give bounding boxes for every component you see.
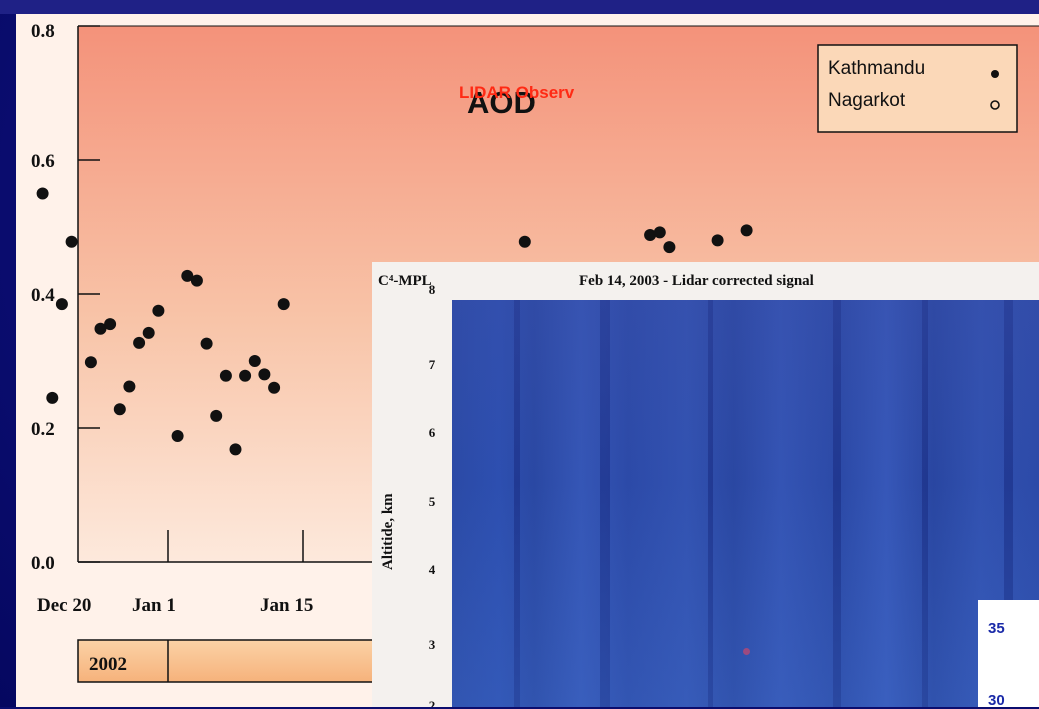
slide-top-bar <box>0 0 1039 14</box>
aod-point-kathmandu <box>277 298 290 311</box>
aod-point-kathmandu <box>219 369 232 382</box>
aod-legend: Kathmandu Nagarkot <box>817 44 1018 133</box>
aod-x-label-jan1: Jan 1 <box>132 595 176 616</box>
aod-point-kathmandu <box>142 326 155 339</box>
aod-point-kathmandu <box>84 356 97 369</box>
inset-value-35: 35 <box>988 620 1005 637</box>
aod-y-label-0: 0.0 <box>31 553 55 574</box>
aod-point-kathmandu <box>248 355 261 367</box>
lidar-instrument-label: C⁴-MPL <box>378 273 432 289</box>
aod-data-points <box>36 187 753 456</box>
aod-point-kathmandu <box>663 241 676 254</box>
aod-point-kathmandu <box>258 368 271 381</box>
aod-point-kathmandu <box>65 235 78 248</box>
aod-x-ticks <box>167 530 304 562</box>
aod-point-kathmandu <box>104 318 117 331</box>
aod-y-label-3: 0.6 <box>31 151 55 172</box>
lidar-inset-box: 35 30 <box>978 600 1039 709</box>
aod-point-kathmandu <box>200 337 213 350</box>
legend-label-kathmandu: Kathmandu <box>828 58 925 79</box>
lidar-y-tick-2: 2 <box>428 698 436 707</box>
lidar-panel: C⁴-MPL Feb 14, 2003 - Lidar corrected si… <box>372 262 1039 707</box>
lidar-y-tick-7: 7 <box>428 357 436 372</box>
lidar-streak <box>708 300 713 707</box>
lidar-hotspot <box>743 648 750 655</box>
aod-point-kathmandu <box>113 403 126 416</box>
lidar-streak <box>600 300 610 707</box>
aod-point-kathmandu <box>190 274 203 287</box>
lidar-streak <box>922 300 928 707</box>
aod-point-kathmandu <box>46 391 59 404</box>
aod-point-kathmandu <box>518 235 531 248</box>
aod-point-kathmandu <box>653 226 666 239</box>
lidar-streak <box>833 300 841 707</box>
lidar-header: C⁴-MPL Feb 14, 2003 - Lidar corrected si… <box>372 262 1039 298</box>
aod-y-label-1: 0.2 <box>31 419 55 440</box>
aod-year-label: 2002 <box>89 654 127 675</box>
legend-label-nagarkot: Nagarkot <box>828 90 906 111</box>
aod-y-tick-labels: 0.0 0.2 0.4 0.6 0.8 <box>31 21 55 574</box>
inset-value-30: 30 <box>988 692 1005 709</box>
aod-point-kathmandu <box>55 298 68 311</box>
lidar-y-axis-label: Altitide, km <box>380 493 396 570</box>
aod-point-kathmandu <box>181 269 194 282</box>
lidar-streak <box>514 300 520 707</box>
legend-marker-nagarkot <box>990 100 1000 110</box>
aod-legend-box <box>817 44 1018 133</box>
aod-x-tick-labels: Dec 20 Jan 1 Jan 15 <box>37 595 313 616</box>
aod-point-kathmandu <box>644 229 657 241</box>
aod-year-bar <box>77 639 379 683</box>
aod-point-kathmandu <box>239 369 252 382</box>
lidar-signal-heatmap <box>452 300 1039 707</box>
aod-point-kathmandu <box>229 443 242 456</box>
aod-point-kathmandu <box>740 224 753 237</box>
aod-title: AOD <box>467 85 536 120</box>
aod-point-kathmandu <box>268 381 281 394</box>
aod-point-kathmandu <box>36 187 49 200</box>
aod-point-kathmandu <box>152 304 165 317</box>
lidar-y-tick-4: 4 <box>428 562 436 577</box>
lidar-y-tick-6: 6 <box>428 425 436 440</box>
aod-y-label-2: 0.4 <box>31 285 55 306</box>
aod-x-label-dec20: Dec 20 <box>37 595 91 616</box>
legend-marker-kathmandu <box>991 70 999 78</box>
lidar-observation-label: LIDAR Observ <box>459 83 575 102</box>
aod-y-ticks <box>78 25 100 563</box>
aod-point-kathmandu <box>210 409 223 422</box>
lidar-title: Feb 14, 2003 - Lidar corrected signal <box>579 273 814 289</box>
aod-point-kathmandu <box>123 380 136 393</box>
aod-point-kathmandu <box>711 234 724 247</box>
aod-point-kathmandu <box>133 336 146 349</box>
lidar-y-tick-8: 8 <box>428 282 436 297</box>
lidar-y-tick-3: 3 <box>428 637 436 652</box>
aod-x-label-jan15: Jan 15 <box>260 595 313 616</box>
aod-point-kathmandu <box>171 430 184 442</box>
aod-y-label-4: 0.8 <box>31 21 55 42</box>
aod-point-kathmandu <box>94 322 107 335</box>
lidar-y-tick-5: 5 <box>428 494 436 509</box>
